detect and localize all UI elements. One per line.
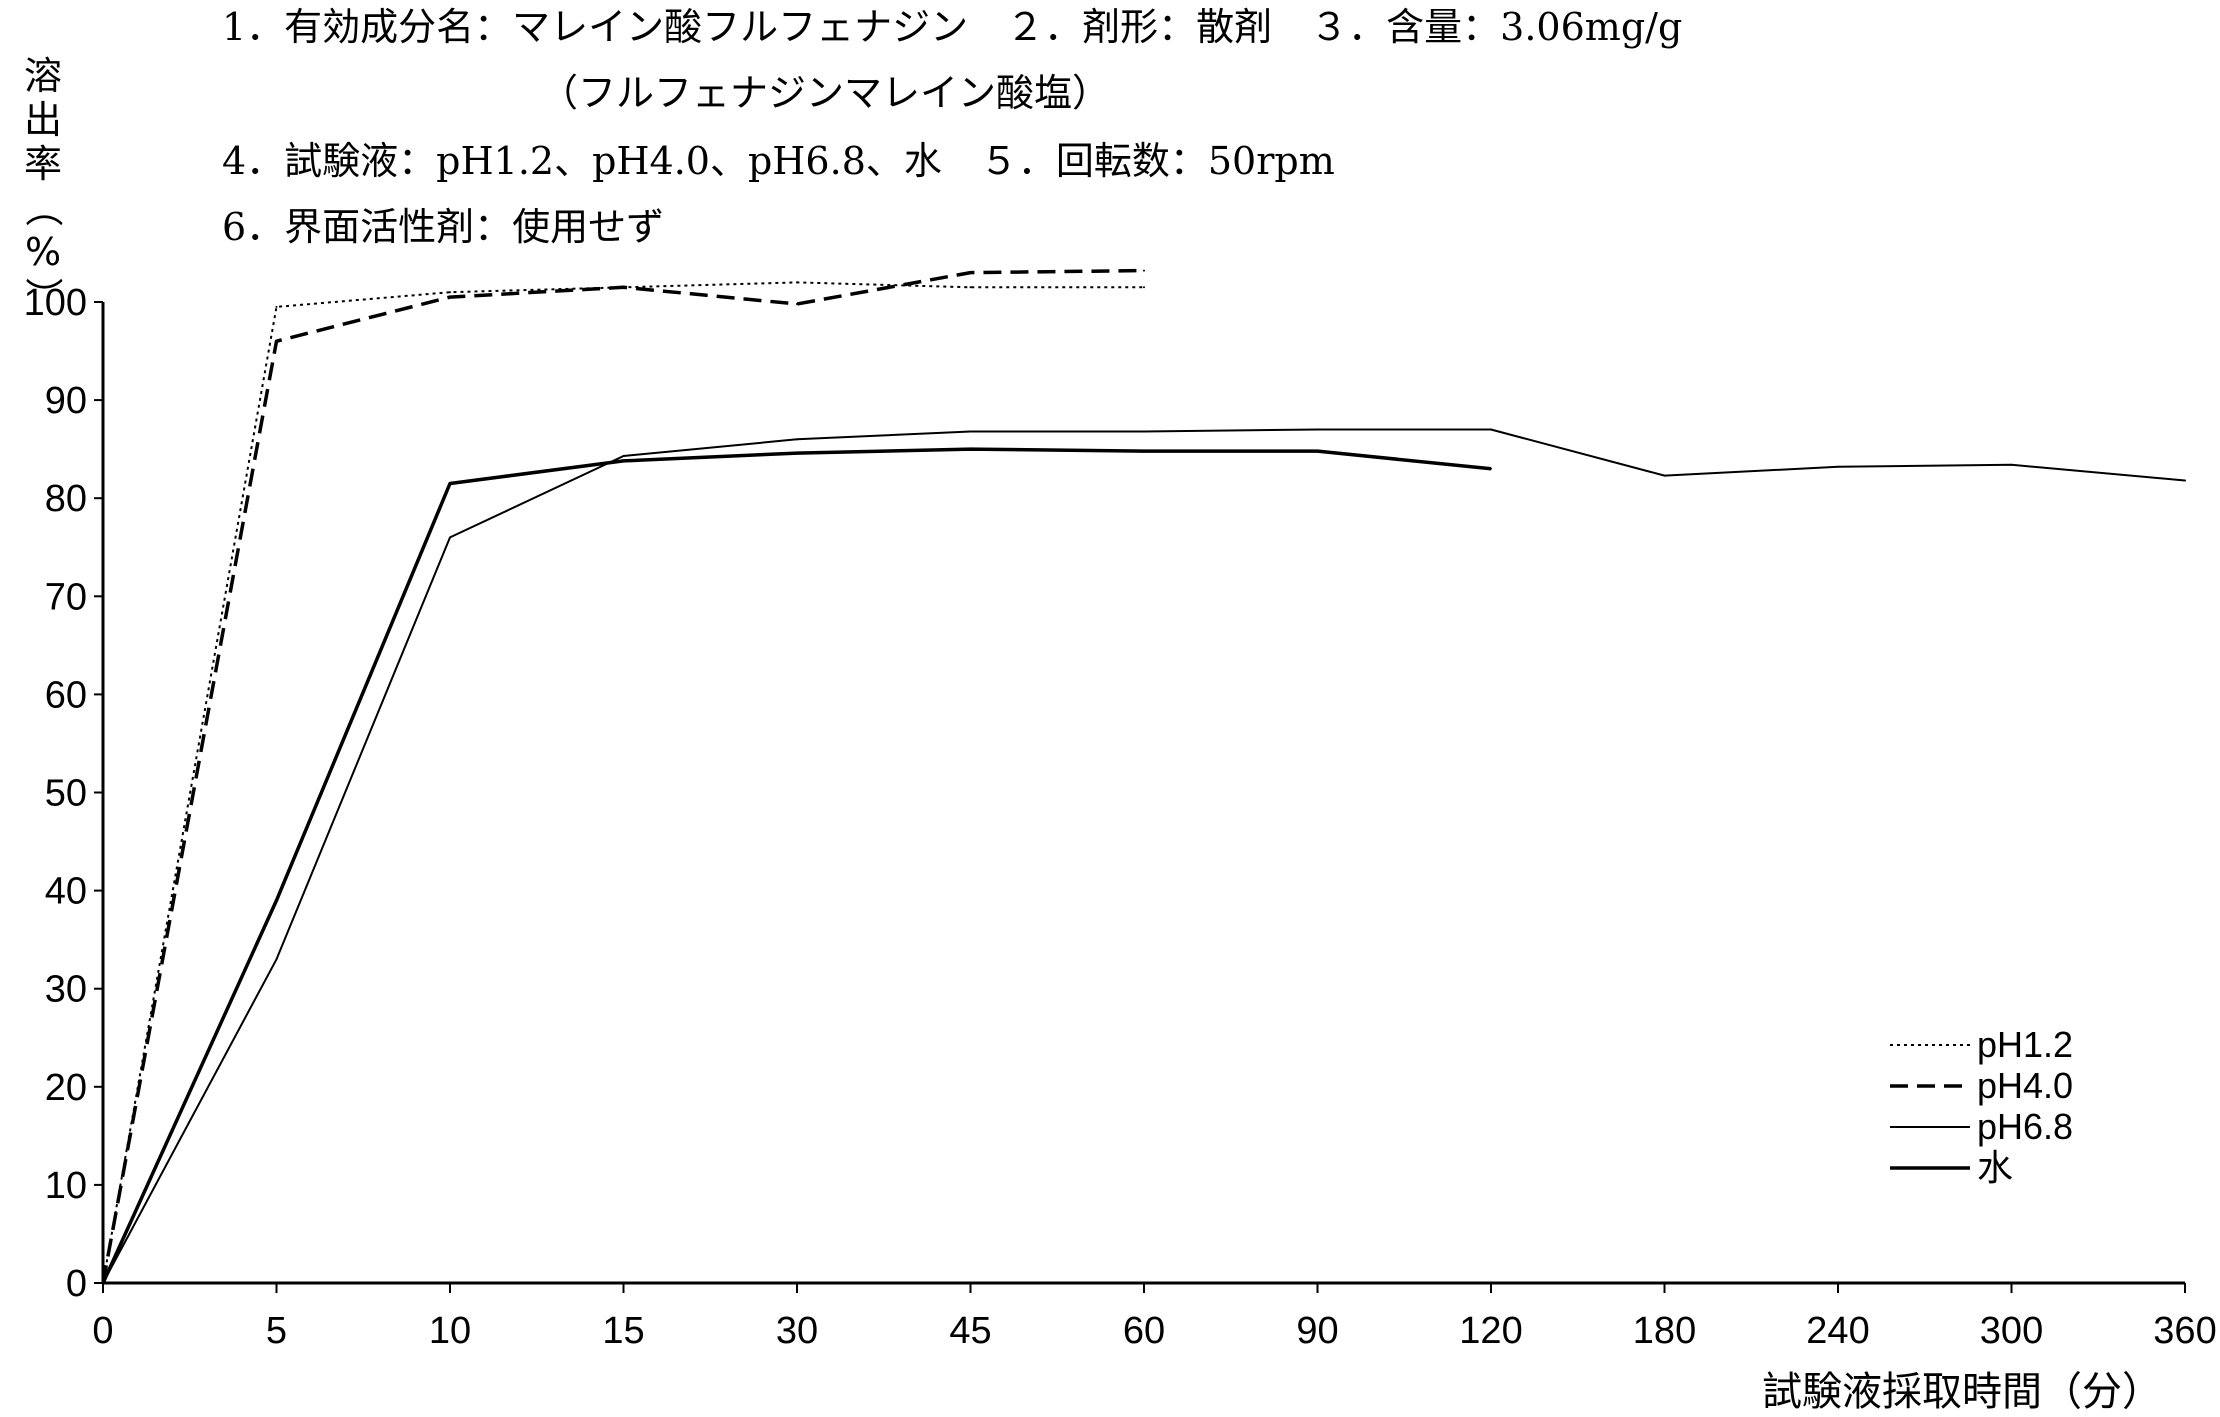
series-line-pH6.8 xyxy=(102,428,2186,1284)
data-point xyxy=(275,899,278,902)
y-tick-label: 70 xyxy=(45,576,87,618)
data-point xyxy=(796,281,798,284)
data-point xyxy=(275,340,278,343)
data-point xyxy=(1316,428,1319,431)
x-tick-label: 60 xyxy=(1123,1310,1165,1352)
data-point xyxy=(1143,286,1145,289)
legend-label: 水 xyxy=(1977,1147,2013,1188)
x-tick-label: 90 xyxy=(1296,1310,1338,1352)
y-tick-label: 30 xyxy=(45,969,87,1011)
legend-label: pH1.2 xyxy=(1977,1024,2073,1065)
x-tick-label: 180 xyxy=(1633,1310,1696,1352)
data-point xyxy=(1663,474,1666,477)
x-tick-label: 45 xyxy=(949,1310,991,1352)
data-point xyxy=(275,958,278,961)
y-tick-label: 20 xyxy=(45,1067,87,1109)
x-tick-label: 15 xyxy=(602,1310,644,1352)
header-line-3: 4．試験液：pH1.2、pH4.0、pH6.8、水 ５．回転数：50rpm xyxy=(222,139,1335,183)
y-tick-label: 80 xyxy=(45,478,87,520)
chart-series xyxy=(101,268,2186,1284)
data-point xyxy=(1837,465,1839,468)
data-point xyxy=(796,302,798,305)
header-line-4: 6．界面活性剤：使用せず xyxy=(222,205,665,249)
series-line-pH4.0 xyxy=(101,268,1145,1284)
data-point xyxy=(449,536,451,539)
data-point xyxy=(449,482,451,485)
y-axis-label-char: 出 xyxy=(23,98,62,142)
data-point xyxy=(969,448,972,451)
x-tick-label: 10 xyxy=(429,1310,471,1352)
x-tick-label: 360 xyxy=(2153,1310,2216,1352)
y-axis-label: 溶 出 率 （ % ） xyxy=(18,54,68,318)
legend-label: pH4.0 xyxy=(1977,1065,2073,1106)
y-tick-label: 60 xyxy=(45,674,87,716)
data-point xyxy=(1490,467,1492,470)
data-point xyxy=(1143,269,1145,272)
x-tick-label: 120 xyxy=(1459,1310,1522,1352)
y-tick-label: 10 xyxy=(45,1165,87,1207)
legend-label: pH6.8 xyxy=(1977,1106,2073,1147)
data-point xyxy=(1316,450,1319,453)
x-tick-label: 0 xyxy=(92,1310,113,1352)
y-axis-label-char: 率 xyxy=(23,142,62,186)
data-point xyxy=(622,286,625,289)
y-tick-label: 50 xyxy=(45,773,87,815)
y-tick-label: 40 xyxy=(45,871,87,913)
y-tick-label: 0 xyxy=(66,1263,87,1305)
data-point xyxy=(2010,463,2013,466)
data-point xyxy=(275,305,278,308)
data-point xyxy=(796,452,798,455)
data-point xyxy=(2184,479,2186,482)
y-axis-label-char: 溶 xyxy=(23,54,62,98)
data-point xyxy=(449,291,451,294)
data-point xyxy=(449,296,451,299)
x-tick-label: 30 xyxy=(776,1310,818,1352)
data-point xyxy=(622,459,625,462)
data-point xyxy=(796,438,798,441)
y-tick-label: 100 xyxy=(24,282,87,324)
data-point xyxy=(1143,450,1145,453)
data-point xyxy=(969,286,972,289)
y-axis-label-char: % xyxy=(24,230,62,274)
x-tick-label: 300 xyxy=(1980,1310,2043,1352)
data-point xyxy=(102,1282,104,1284)
data-point xyxy=(622,455,625,458)
chart-axes: 0 10 20 30 40 50 60 70 80 90 100 0 5 10 15 30 45 60 90 120 1… xyxy=(24,282,2217,1352)
data-point xyxy=(969,430,972,433)
x-axis-label: 試験液採取時間（分） xyxy=(1762,1369,2162,1415)
data-point xyxy=(1490,428,1492,431)
y-tick-label: 90 xyxy=(45,380,87,422)
header-line-1: 1．有効成分名：マレイン酸フルフェナジン ２．剤形：散剤 ３．含量：3.06mg… xyxy=(222,5,1683,49)
header-line-2: （フルフェナジンマレイン酸塩） xyxy=(540,71,1111,115)
x-tick-label: 5 xyxy=(266,1310,287,1352)
data-point xyxy=(1143,430,1145,433)
data-point xyxy=(969,271,972,274)
series-line-水 xyxy=(101,447,1492,1284)
x-tick-label: 240 xyxy=(1806,1310,1869,1352)
